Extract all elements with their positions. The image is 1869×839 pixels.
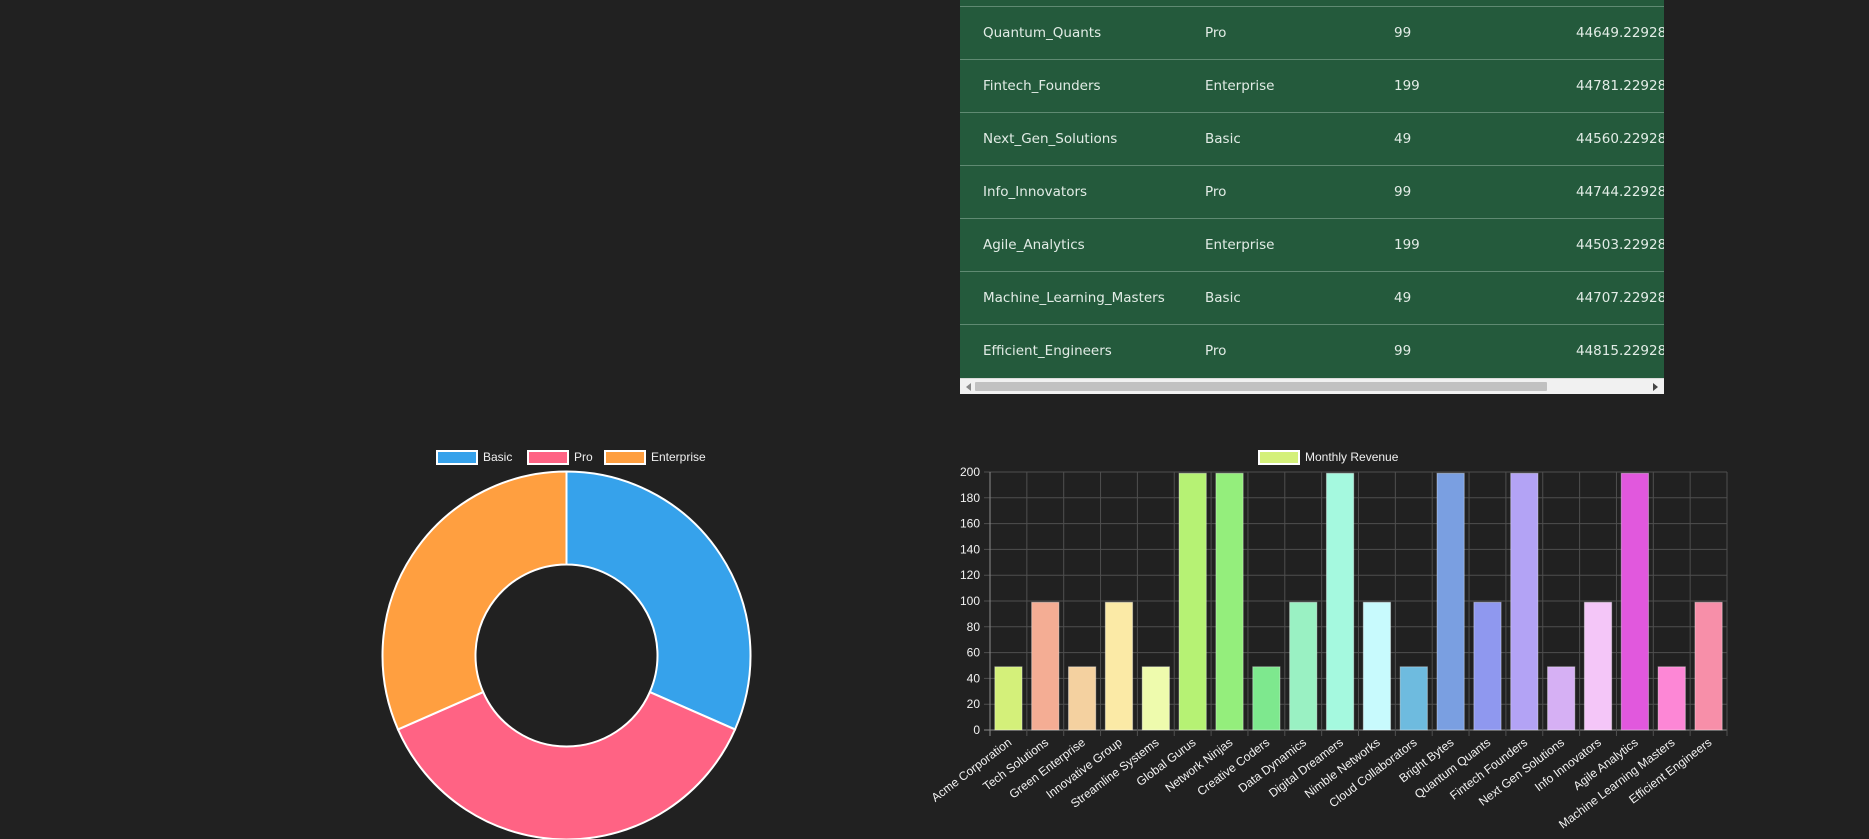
plan-name-cell: Pro bbox=[1205, 343, 1227, 359]
table-row: Fintech_Founders Enterprise 199 44781.22928… bbox=[960, 59, 1664, 112]
revenue-value-cell: 44781.229282 bbox=[1576, 78, 1664, 94]
table-body: Quantum_Quants Pro 99 44649.229282 Fintech_F… bbox=[960, 0, 1664, 378]
bar[interactable] bbox=[1657, 666, 1686, 731]
legend-label: Enterprise bbox=[651, 450, 706, 464]
legend-swatch bbox=[1258, 450, 1300, 465]
doughnut-slice-enterprise[interactable] bbox=[381, 470, 568, 731]
bar[interactable] bbox=[1289, 601, 1318, 731]
bar[interactable] bbox=[1215, 472, 1244, 731]
plan-name-cell: Enterprise bbox=[1205, 237, 1275, 253]
bar[interactable] bbox=[1141, 666, 1170, 731]
revenue-value-cell: 44649.229282 bbox=[1576, 25, 1664, 41]
revenue-value-cell: 44560.229282 bbox=[1576, 131, 1664, 147]
legend-label: Basic bbox=[483, 450, 513, 464]
revenue-value-cell: 44707.229282 bbox=[1576, 290, 1664, 306]
plan-price-cell: 199 bbox=[1394, 237, 1420, 253]
customer-name-cell: Efficient_Engineers bbox=[983, 343, 1112, 359]
plan-name-cell: Basic bbox=[1205, 131, 1241, 147]
y-tick-label: 0 bbox=[973, 723, 980, 737]
customer-name-cell: Quantum_Quants bbox=[983, 25, 1102, 41]
legend-swatch bbox=[527, 450, 569, 465]
table-row: Machine_Learning_Masters Basic 49 44707.229… bbox=[960, 271, 1664, 324]
legend-label: Monthly Revenue bbox=[1305, 450, 1399, 464]
y-tick-label: 20 bbox=[967, 697, 981, 711]
bar[interactable] bbox=[1583, 601, 1613, 731]
y-tick-label: 80 bbox=[967, 620, 981, 634]
y-tick-label: 200 bbox=[960, 465, 980, 479]
customer-name-cell: Agile_Analytics bbox=[983, 237, 1085, 253]
revenue-value-cell: 44503.229282 bbox=[1576, 237, 1664, 253]
revenue-value-cell: 44744.229282 bbox=[1576, 184, 1664, 200]
legend-swatch bbox=[604, 450, 646, 465]
doughnut-slice-pro[interactable] bbox=[396, 690, 737, 839]
bar[interactable] bbox=[1031, 601, 1060, 731]
table-row: Info_Innovators Pro 99 44744.229282 bbox=[960, 165, 1664, 218]
table-row: Agile_Analytics Enterprise 199 44503.229282 bbox=[960, 218, 1664, 271]
plan-name-cell: Pro bbox=[1205, 25, 1227, 41]
plan-name-cell: Basic bbox=[1205, 290, 1241, 306]
scrollbar-thumb[interactable] bbox=[975, 382, 1547, 391]
bar[interactable] bbox=[1399, 666, 1428, 731]
y-tick-label: 180 bbox=[960, 491, 980, 505]
y-tick-label: 40 bbox=[967, 671, 981, 685]
bar[interactable] bbox=[994, 666, 1023, 731]
y-tick-label: 100 bbox=[960, 594, 980, 608]
plan-name-cell: Pro bbox=[1205, 184, 1227, 200]
customer-name-cell: Fintech_Founders bbox=[983, 78, 1101, 94]
bar[interactable] bbox=[1252, 666, 1281, 731]
plan-price-cell: 49 bbox=[1394, 131, 1412, 147]
bar[interactable] bbox=[1620, 472, 1650, 731]
bar[interactable] bbox=[1510, 472, 1539, 731]
plan-distribution-doughnut-chart bbox=[381, 470, 752, 839]
y-tick-label: 120 bbox=[960, 568, 980, 582]
y-tick-label: 140 bbox=[960, 542, 980, 556]
plan-price-cell: 99 bbox=[1394, 343, 1412, 359]
plan-name-cell: Enterprise bbox=[1205, 78, 1275, 94]
y-tick-label: 60 bbox=[967, 646, 981, 660]
revenue-value-cell: 44815.229282 bbox=[1576, 343, 1664, 359]
bar[interactable] bbox=[1067, 666, 1097, 731]
bar[interactable] bbox=[1547, 666, 1576, 731]
scroll-left-arrow-icon[interactable] bbox=[966, 383, 971, 391]
plan-price-cell: 99 bbox=[1394, 25, 1412, 41]
bar[interactable] bbox=[1362, 601, 1392, 731]
horizontal-scrollbar[interactable] bbox=[960, 378, 1664, 394]
customer-name-cell: Next_Gen_Solutions bbox=[983, 131, 1118, 147]
table-row: Quantum_Quants Pro 99 44649.229282 bbox=[960, 6, 1664, 59]
y-tick-label: 160 bbox=[960, 517, 980, 531]
bar[interactable] bbox=[1694, 601, 1723, 731]
bar[interactable] bbox=[1325, 472, 1355, 731]
plan-price-cell: 49 bbox=[1394, 290, 1412, 306]
bar[interactable] bbox=[1436, 472, 1465, 731]
legend-label: Pro bbox=[574, 450, 593, 464]
plan-price-cell: 199 bbox=[1394, 78, 1420, 94]
legend-swatch bbox=[436, 450, 478, 465]
subscriptions-table: Quantum_Quants Pro 99 44649.229282 Fintech_F… bbox=[960, 0, 1664, 394]
customer-name-cell: Info_Innovators bbox=[983, 184, 1088, 200]
table-row: Efficient_Engineers Pro 99 44815.229282 bbox=[960, 324, 1664, 377]
customer-name-cell: Machine_Learning_Masters bbox=[983, 290, 1165, 306]
table-row: Next_Gen_Solutions Basic 49 44560.229282 bbox=[960, 112, 1664, 165]
bar[interactable] bbox=[1104, 601, 1134, 731]
scroll-right-arrow-icon[interactable] bbox=[1653, 383, 1658, 391]
plan-price-cell: 99 bbox=[1394, 184, 1412, 200]
doughnut-slice-basic[interactable] bbox=[565, 470, 752, 731]
bar[interactable] bbox=[1473, 601, 1502, 731]
bar[interactable] bbox=[1178, 472, 1207, 731]
